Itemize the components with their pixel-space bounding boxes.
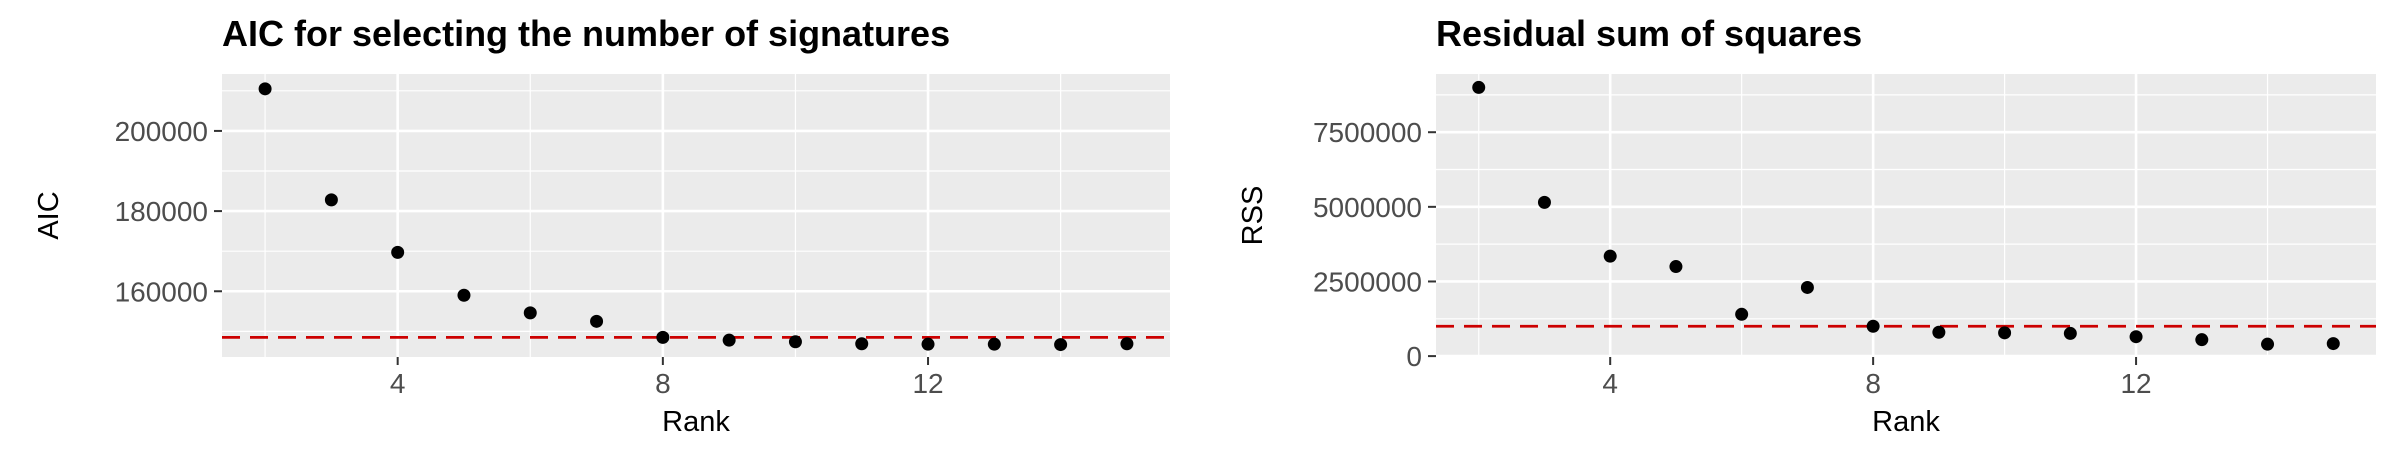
chart-rss: Residual sum of squares 0 2500000 5000000 7… — [1237, 13, 2376, 438]
data-point — [1932, 325, 1946, 339]
data-point — [1054, 338, 1068, 352]
data-point — [788, 335, 802, 349]
x-tick-label: 12 — [912, 368, 943, 399]
data-point — [457, 288, 471, 302]
x-axis-title: Rank — [1872, 406, 1940, 438]
x-tick-label: 8 — [655, 368, 671, 399]
plot-panel — [1436, 74, 2376, 357]
x-axis-title: Rank — [662, 406, 730, 438]
data-point — [1669, 260, 1683, 274]
data-point — [590, 314, 604, 328]
data-point — [987, 337, 1001, 351]
x-tick-label: 8 — [1865, 368, 1881, 399]
data-point — [2326, 337, 2340, 351]
data-point — [1998, 326, 2012, 340]
x-tick-label: 4 — [390, 368, 406, 399]
y-axis-title: RSS — [1237, 186, 1269, 246]
data-point — [324, 193, 338, 207]
data-point — [2261, 337, 2275, 351]
data-point — [1866, 319, 1880, 333]
x-tick-label: 12 — [2120, 368, 2151, 399]
data-point — [1800, 280, 1814, 294]
data-point — [1603, 249, 1617, 263]
y-tick-label: 0 — [1406, 341, 1422, 372]
data-point — [1120, 337, 1134, 351]
chart-title: Residual sum of squares — [1436, 13, 1862, 54]
y-axis-title: AIC — [33, 191, 65, 239]
y-tick-label: 200000 — [115, 116, 208, 147]
data-point — [2063, 326, 2077, 340]
y-tick-label: 5000000 — [1313, 192, 1422, 223]
chart-aic: AIC for selecting the number of signatur… — [33, 13, 1170, 438]
data-point — [921, 337, 935, 351]
data-point — [1472, 80, 1486, 94]
data-point — [523, 306, 537, 320]
data-point — [1735, 307, 1749, 321]
data-point — [855, 337, 869, 351]
chart-title: AIC for selecting the number of signatur… — [222, 13, 950, 54]
data-point — [258, 82, 272, 96]
data-point — [391, 245, 405, 259]
data-point — [1537, 195, 1551, 209]
data-point — [656, 330, 670, 344]
plot-panel — [222, 74, 1170, 357]
y-tick-label: 2500000 — [1313, 266, 1422, 297]
y-tick-label: 180000 — [115, 196, 208, 227]
data-point — [2195, 333, 2209, 347]
x-tick-label: 4 — [1602, 368, 1618, 399]
data-point — [2129, 330, 2143, 344]
y-tick-label: 7500000 — [1313, 117, 1422, 148]
data-point — [722, 333, 736, 347]
y-tick-label: 160000 — [115, 276, 208, 307]
